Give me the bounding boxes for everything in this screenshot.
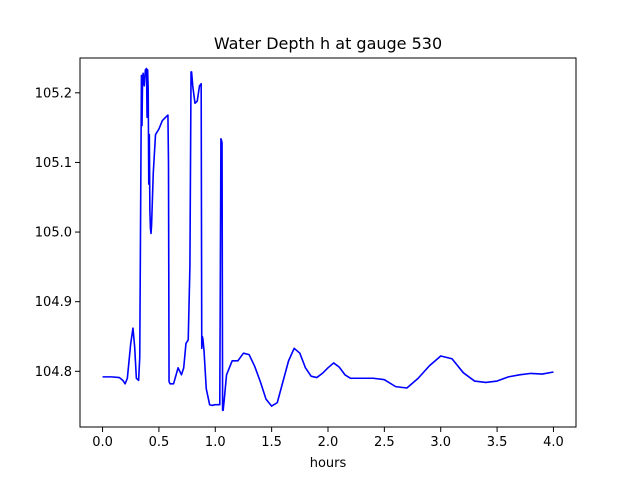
x-tick-label: 0.5: [149, 435, 170, 450]
y-tick-label: 105.1: [35, 156, 72, 171]
y-tick-label: 105.2: [35, 86, 72, 101]
x-tick-label: 3.0: [430, 435, 451, 450]
series-line-0: [102, 67, 554, 412]
y-axis: 104.8 104.9 105.0 105.1 105.2: [35, 86, 80, 380]
x-tick-label: 1.5: [261, 435, 282, 450]
y-tick-label: 105.0: [35, 226, 72, 241]
x-tick-label: 1.0: [205, 435, 226, 450]
x-tick-label: 0.0: [92, 435, 113, 450]
x-axis: 0.0 0.5 1.0 1.5 2.0 2.5 3.0 3.5 4.0: [92, 427, 564, 450]
y-tick-label: 104.9: [35, 295, 72, 310]
x-tick-label: 3.5: [487, 435, 508, 450]
x-tick-label: 2.5: [374, 435, 395, 450]
x-tick-label: 4.0: [543, 435, 564, 450]
data-layer: [102, 67, 554, 412]
x-tick-label: 2.0: [318, 435, 339, 450]
plot-frame: [79, 57, 577, 428]
y-tick-label: 104.8: [35, 365, 72, 380]
chart-title: Water Depth h at gauge 530: [214, 34, 442, 53]
x-axis-label: hours: [310, 456, 347, 471]
